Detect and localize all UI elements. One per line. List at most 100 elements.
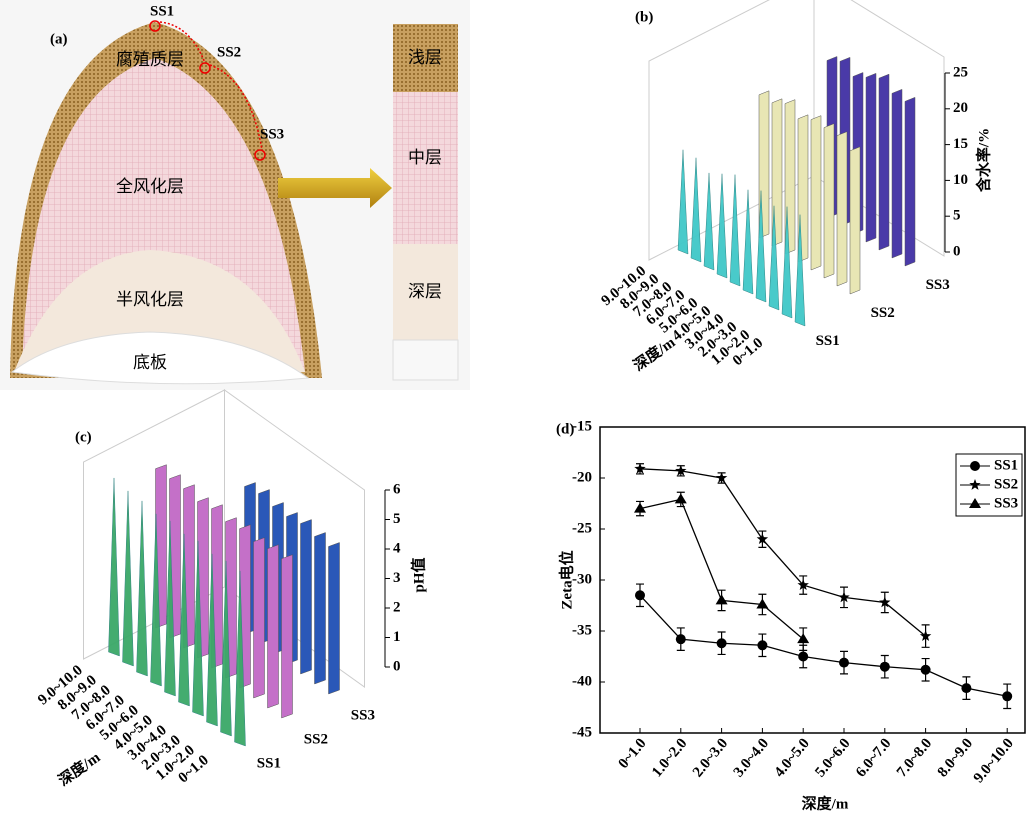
point-label: SS1 bbox=[150, 3, 174, 19]
column-base bbox=[392, 339, 459, 381]
z-tick-label: 3 bbox=[393, 570, 401, 586]
bar bbox=[810, 115, 822, 271]
point-label: SS2 bbox=[217, 44, 241, 60]
arrow bbox=[278, 168, 392, 208]
marker bbox=[716, 638, 727, 649]
z-tick-label: 15 bbox=[953, 136, 968, 152]
cone bbox=[742, 189, 754, 295]
series-label: SS2 bbox=[871, 305, 895, 321]
column-middle bbox=[393, 92, 458, 244]
marker bbox=[756, 598, 769, 609]
x-tick-label: 5.0~6.0 bbox=[812, 735, 853, 780]
y-tick-label: -30 bbox=[572, 571, 592, 587]
y-tick-label: -25 bbox=[572, 520, 592, 536]
cone bbox=[150, 513, 162, 687]
cone bbox=[220, 560, 232, 737]
y-tick-label: -20 bbox=[572, 469, 592, 485]
z-tick-label: 1 bbox=[393, 629, 401, 645]
point-label: SS3 bbox=[260, 126, 284, 142]
y-tick-label: -15 bbox=[572, 418, 592, 434]
x-tick-label: 2.0~3.0 bbox=[690, 735, 731, 780]
marker bbox=[879, 596, 891, 608]
marker bbox=[715, 594, 728, 605]
x-tick-label: 1.0~2.0 bbox=[649, 735, 690, 780]
x-tick-label: 6.0~7.0 bbox=[853, 735, 894, 780]
column-label: 浅层 bbox=[408, 48, 442, 68]
z-tick-label: 0 bbox=[393, 658, 401, 674]
z-tick-label: 5 bbox=[393, 511, 401, 527]
bar bbox=[253, 537, 265, 699]
bar bbox=[904, 96, 916, 267]
link bbox=[159, 21, 263, 151]
cone bbox=[122, 490, 134, 667]
cone bbox=[206, 553, 218, 727]
series-label: SS3 bbox=[926, 277, 950, 293]
bar bbox=[314, 532, 326, 685]
marker bbox=[756, 533, 769, 545]
panel-label: (d) bbox=[556, 421, 574, 437]
bar bbox=[878, 73, 890, 251]
series-line bbox=[639, 468, 927, 637]
z-tick-label: 0 bbox=[953, 243, 961, 259]
series-line bbox=[639, 498, 804, 640]
bar bbox=[328, 542, 340, 695]
layer-label: 腐殖质层 bbox=[116, 50, 184, 70]
marker bbox=[797, 633, 810, 644]
series-label: SS1 bbox=[816, 333, 840, 349]
floor bbox=[10, 331, 310, 385]
x-axis-label: 深度/m bbox=[55, 748, 104, 790]
plot-frame bbox=[599, 426, 1026, 734]
x-tick-label: 4.0~5.0 bbox=[772, 735, 813, 780]
marker bbox=[838, 591, 850, 603]
cone bbox=[164, 520, 176, 697]
marker bbox=[635, 590, 645, 601]
marker bbox=[797, 579, 809, 590]
bar bbox=[823, 123, 835, 279]
x-tick-label: 3.0~4.0 bbox=[731, 735, 772, 780]
z-tick-label: 6 bbox=[393, 481, 401, 497]
marker bbox=[969, 498, 981, 508]
layer-label: 全风化层 bbox=[116, 177, 184, 197]
cone bbox=[768, 205, 780, 311]
marker bbox=[634, 502, 646, 513]
cone bbox=[677, 149, 689, 255]
cone bbox=[690, 157, 702, 263]
bar bbox=[267, 544, 279, 709]
marker bbox=[798, 651, 809, 662]
series-line bbox=[639, 594, 1008, 697]
marker bbox=[920, 664, 931, 675]
z-axis-label: pH值 bbox=[409, 557, 427, 592]
z-tick-label: 5 bbox=[953, 208, 961, 224]
panel-label: (c) bbox=[75, 429, 92, 445]
marker bbox=[674, 493, 687, 504]
z-tick-label: 25 bbox=[953, 64, 968, 80]
column-label: 中层 bbox=[408, 148, 442, 168]
cone bbox=[703, 172, 715, 271]
panel-label: (a) bbox=[50, 31, 68, 47]
marker bbox=[919, 630, 932, 641]
cone bbox=[781, 206, 793, 319]
diagram: (a) SS1 SS2 SS3 腐殖质层 全风化层 半风化层 底板 浅层 中层 … bbox=[0, 0, 470, 390]
bar bbox=[849, 146, 861, 295]
marker bbox=[675, 634, 686, 645]
marker bbox=[1002, 691, 1013, 702]
cone bbox=[108, 477, 120, 657]
y-tick-label: -40 bbox=[572, 673, 592, 689]
cone bbox=[136, 500, 148, 677]
point bbox=[149, 20, 161, 32]
z-tick-label: 2 bbox=[393, 599, 401, 615]
x-tick-label: 0~1.0 bbox=[616, 735, 650, 771]
x-tick-label: 8.0~9.0 bbox=[935, 735, 976, 780]
z-tick-label: 10 bbox=[953, 172, 968, 188]
cone bbox=[234, 570, 246, 747]
z-tick-label: 20 bbox=[953, 100, 968, 116]
panel-label: (b) bbox=[635, 9, 653, 25]
layer-label: 半风化层 bbox=[116, 290, 184, 310]
point bbox=[254, 149, 266, 161]
cone bbox=[729, 174, 741, 287]
y-tick-label: -35 bbox=[572, 622, 592, 638]
series-label: SS3 bbox=[351, 707, 375, 723]
bar bbox=[300, 519, 312, 675]
column-deep bbox=[393, 244, 458, 340]
